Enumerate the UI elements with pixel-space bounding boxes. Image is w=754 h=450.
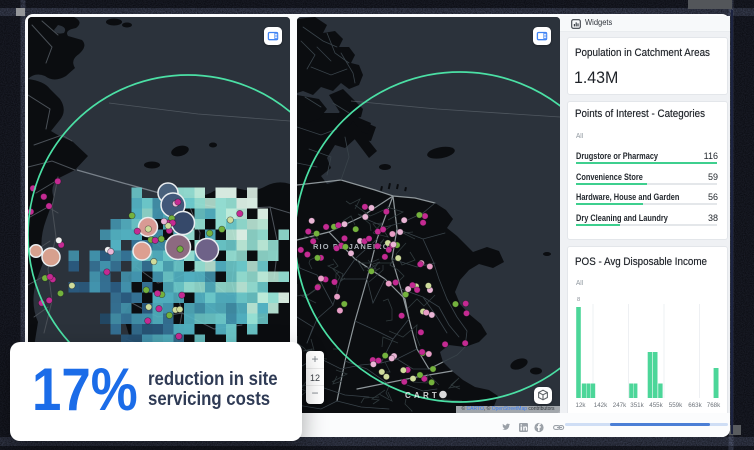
svg-text:CART: CART — [405, 391, 440, 400]
svg-text:RIO DE JANEIRO: RIO DE JANEIRO — [313, 242, 390, 251]
